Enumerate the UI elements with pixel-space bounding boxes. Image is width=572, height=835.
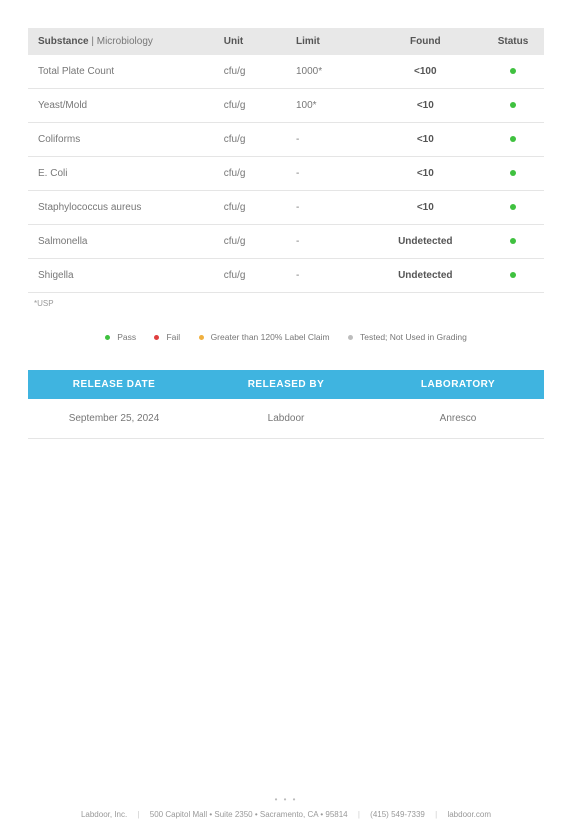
cell-status [482, 191, 544, 225]
cell-found: <100 [369, 55, 483, 89]
legend-fail: Fail [150, 332, 184, 342]
cell-limit: - [286, 259, 369, 293]
table-row: Salmonellacfu/g-Undetected [28, 225, 544, 259]
legend-tested: Tested; Not Used in Grading [344, 332, 471, 342]
cell-status [482, 123, 544, 157]
table-row: Coliformscfu/g-<10 [28, 123, 544, 157]
header-status: Status [482, 28, 544, 55]
cell-found: <10 [369, 157, 483, 191]
status-dot-icon [510, 170, 516, 176]
cell-status [482, 259, 544, 293]
release-banner: RELEASE DATE RELEASED BY LABORATORY [28, 370, 544, 399]
cell-unit: cfu/g [214, 225, 286, 259]
cell-unit: cfu/g [214, 191, 286, 225]
legend: Pass Fail Greater than 120% Label Claim … [28, 332, 544, 342]
cell-limit: 100* [286, 89, 369, 123]
header-found: Found [369, 28, 483, 55]
header-unit: Unit [214, 28, 286, 55]
legend-tested-label: Tested; Not Used in Grading [360, 332, 467, 342]
cell-status [482, 225, 544, 259]
legend-over: Greater than 120% Label Claim [195, 332, 334, 342]
pass-icon [105, 335, 110, 340]
table-row: Staphylococcus aureuscfu/g-<10 [28, 191, 544, 225]
cell-status [482, 157, 544, 191]
table-row: Yeast/Moldcfu/g100*<10 [28, 89, 544, 123]
pager-dots-icon: • • • [0, 795, 572, 804]
footer-sep: | [435, 810, 437, 819]
status-dot-icon [510, 204, 516, 210]
status-dot-icon [510, 102, 516, 108]
footer-company: Labdoor, Inc. [81, 810, 127, 819]
cell-name: E. Coli [28, 157, 214, 191]
cell-name: Total Plate Count [28, 55, 214, 89]
legend-fail-label: Fail [166, 332, 180, 342]
table-row: Total Plate Countcfu/g1000*<100 [28, 55, 544, 89]
cell-unit: cfu/g [214, 259, 286, 293]
cell-unit: cfu/g [214, 55, 286, 89]
footer-address: 500 Capitol Mall • Suite 2350 • Sacramen… [150, 810, 348, 819]
legend-over-label: Greater than 120% Label Claim [211, 332, 330, 342]
cell-found: <10 [369, 191, 483, 225]
table-header-row: Substance | Microbiology Unit Limit Foun… [28, 28, 544, 55]
legend-pass: Pass [101, 332, 140, 342]
microbiology-table: Substance | Microbiology Unit Limit Foun… [28, 28, 544, 293]
cell-name: Staphylococcus aureus [28, 191, 214, 225]
fail-icon [154, 335, 159, 340]
footer-phone: (415) 549-7339 [370, 810, 425, 819]
release-value-date: September 25, 2024 [28, 399, 200, 438]
header-substance: Substance | Microbiology [28, 28, 214, 55]
release-row: September 25, 2024 Labdoor Anresco [28, 399, 544, 439]
cell-name: Shigella [28, 259, 214, 293]
footer-sep: | [137, 810, 139, 819]
release-header-by: RELEASED BY [200, 370, 372, 399]
cell-unit: cfu/g [214, 157, 286, 191]
footer-sep: | [358, 810, 360, 819]
cell-limit: - [286, 123, 369, 157]
cell-found: Undetected [369, 225, 483, 259]
cell-unit: cfu/g [214, 89, 286, 123]
cell-limit: - [286, 225, 369, 259]
cell-name: Salmonella [28, 225, 214, 259]
cell-unit: cfu/g [214, 123, 286, 157]
cell-found: <10 [369, 123, 483, 157]
cell-status [482, 55, 544, 89]
status-dot-icon [510, 68, 516, 74]
cell-status [482, 89, 544, 123]
footer-line: Labdoor, Inc. | 500 Capitol Mall • Suite… [0, 810, 572, 819]
release-value-by: Labdoor [200, 399, 372, 438]
tested-icon [348, 335, 353, 340]
header-substance-label: Substance [38, 36, 89, 47]
release-header-date: RELEASE DATE [28, 370, 200, 399]
status-dot-icon [510, 136, 516, 142]
cell-limit: - [286, 191, 369, 225]
page-footer: • • • Labdoor, Inc. | 500 Capitol Mall •… [0, 795, 572, 819]
cell-name: Yeast/Mold [28, 89, 214, 123]
header-limit: Limit [286, 28, 369, 55]
status-dot-icon [510, 238, 516, 244]
table-row: Shigellacfu/g-Undetected [28, 259, 544, 293]
release-value-lab: Anresco [372, 399, 544, 438]
legend-pass-label: Pass [117, 332, 136, 342]
cell-name: Coliforms [28, 123, 214, 157]
status-dot-icon [510, 272, 516, 278]
cell-limit: - [286, 157, 369, 191]
cell-found: Undetected [369, 259, 483, 293]
release-header-lab: LABORATORY [372, 370, 544, 399]
footer-site: labdoor.com [447, 810, 491, 819]
cell-limit: 1000* [286, 55, 369, 89]
table-footnote: *USP [28, 293, 544, 308]
table-row: E. Colicfu/g-<10 [28, 157, 544, 191]
cell-found: <10 [369, 89, 483, 123]
over-icon [199, 335, 204, 340]
header-category-label: Microbiology [97, 36, 153, 47]
